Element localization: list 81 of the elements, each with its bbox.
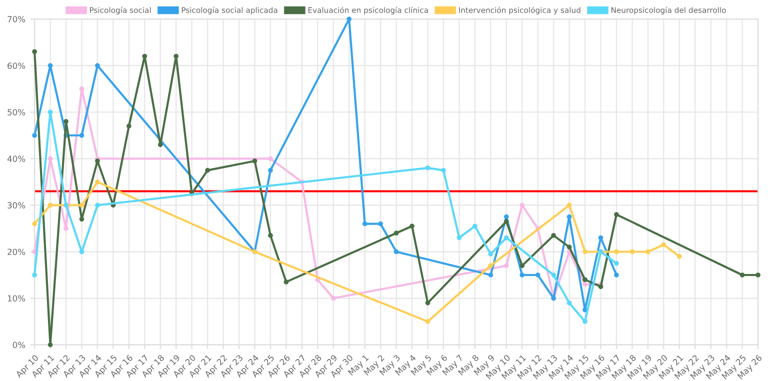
point (566, 202, 572, 208)
point (32, 272, 37, 278)
point (520, 272, 525, 278)
point (582, 249, 588, 254)
point (488, 263, 494, 268)
point (394, 249, 399, 254)
point (410, 224, 414, 229)
point (315, 277, 320, 282)
point (32, 132, 37, 138)
point (661, 242, 666, 248)
point (582, 319, 588, 324)
point (32, 221, 37, 226)
point (126, 124, 132, 129)
point (425, 319, 430, 324)
point (614, 260, 619, 266)
point (268, 156, 273, 162)
point (441, 168, 446, 173)
y-tick-label: 40% (7, 156, 26, 162)
point (551, 272, 556, 278)
point (566, 244, 572, 250)
point (158, 142, 163, 148)
point (756, 272, 760, 278)
point (488, 252, 494, 256)
point (252, 158, 258, 164)
y-tick-label: 0% (12, 342, 26, 348)
point (598, 235, 604, 240)
point (566, 300, 572, 306)
point (614, 249, 619, 254)
point (79, 86, 84, 92)
point (551, 233, 556, 238)
point (504, 214, 509, 220)
point (268, 233, 273, 238)
point (205, 168, 210, 173)
point (614, 212, 619, 217)
y-tick-label: 50% (8, 109, 26, 116)
point (425, 166, 430, 170)
point (174, 54, 179, 59)
y-tick-label: 20% (8, 248, 26, 256)
point (284, 280, 289, 284)
point (330, 296, 336, 301)
point (520, 263, 525, 268)
point (456, 235, 462, 240)
point (268, 168, 273, 173)
point (378, 221, 383, 226)
point (676, 254, 682, 259)
point (142, 54, 148, 59)
point (346, 16, 352, 22)
point (740, 272, 745, 278)
y-tick-label: 30% (8, 202, 26, 208)
point (48, 342, 53, 348)
point (630, 249, 635, 254)
point (79, 132, 84, 138)
y-tick-label: 10% (8, 295, 26, 302)
point (95, 202, 100, 208)
point (64, 226, 68, 231)
point (79, 216, 84, 222)
point (362, 221, 368, 226)
point (394, 230, 399, 236)
y-tick-label: 70% (8, 16, 26, 22)
point (425, 300, 430, 306)
point (64, 119, 68, 124)
point (645, 249, 650, 254)
point (95, 158, 100, 164)
point (95, 179, 100, 184)
point (79, 202, 84, 208)
point (582, 277, 588, 282)
point (48, 202, 53, 208)
point (504, 235, 509, 240)
point (614, 272, 619, 278)
point (582, 282, 588, 287)
y-tick-label: 60% (8, 62, 26, 69)
point (488, 272, 494, 278)
point (48, 110, 53, 115)
point (504, 263, 509, 268)
point (566, 214, 572, 220)
point (535, 272, 540, 278)
point (32, 49, 37, 54)
point (582, 307, 588, 312)
point (472, 224, 478, 229)
point (504, 219, 509, 224)
point (598, 284, 604, 290)
